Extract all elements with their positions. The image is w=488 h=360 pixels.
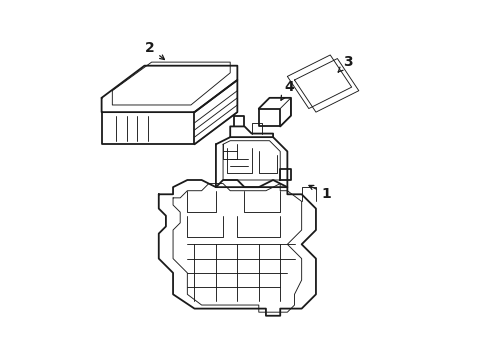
Text: 3: 3 [338, 55, 352, 72]
Text: 4: 4 [281, 80, 293, 100]
Text: 2: 2 [144, 41, 164, 59]
Text: 1: 1 [308, 185, 331, 201]
